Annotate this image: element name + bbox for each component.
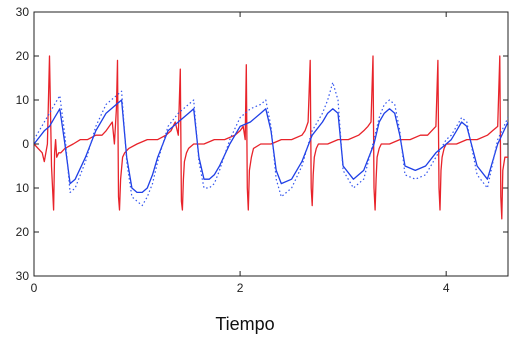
x-tick-label: 0 <box>31 281 38 295</box>
series-layer <box>34 55 508 220</box>
y-tick-label: 0 <box>22 137 29 151</box>
x-tick-label: 2 <box>237 281 244 295</box>
series-line-2 <box>34 99 508 194</box>
y-tick-label: 10 <box>16 181 30 195</box>
series-line-3 <box>34 81 508 207</box>
y-tick-label: 20 <box>16 225 30 239</box>
series-line-1 <box>34 55 508 220</box>
y-tick-label: 30 <box>16 269 30 283</box>
y-tick-label: 30 <box>16 5 30 19</box>
y-tick-label: 20 <box>16 49 30 63</box>
y-tick-label: 10 <box>16 93 30 107</box>
x-tick-label: 4 <box>443 281 450 295</box>
x-axis-label: Tiempo <box>215 314 274 334</box>
